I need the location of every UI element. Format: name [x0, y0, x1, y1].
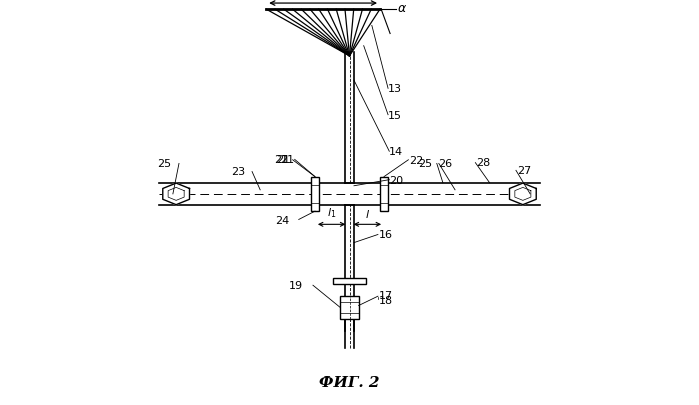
Bar — [380, 177, 389, 211]
Text: $\alpha$: $\alpha$ — [397, 2, 407, 15]
Text: ФИГ. 2: ФИГ. 2 — [319, 375, 380, 389]
Text: 15: 15 — [388, 111, 402, 120]
Text: 21: 21 — [277, 155, 291, 164]
Text: 20: 20 — [389, 175, 403, 185]
Text: $l$: $l$ — [365, 207, 370, 220]
Text: 21: 21 — [280, 155, 295, 165]
Text: 26: 26 — [438, 158, 452, 168]
Text: 28: 28 — [477, 158, 491, 167]
Text: 19: 19 — [289, 280, 303, 290]
Bar — [310, 177, 319, 211]
Polygon shape — [163, 183, 189, 205]
Bar — [340, 296, 359, 319]
Text: 21: 21 — [275, 155, 289, 164]
Text: 25: 25 — [419, 158, 433, 168]
Text: 13: 13 — [388, 84, 402, 94]
Text: D: D — [314, 0, 324, 2]
Text: 18: 18 — [379, 296, 394, 305]
Text: 27: 27 — [517, 165, 531, 175]
Text: $l_1$: $l_1$ — [327, 206, 336, 220]
Bar — [333, 278, 366, 285]
Polygon shape — [510, 183, 536, 205]
Text: 22: 22 — [410, 156, 424, 165]
Text: 23: 23 — [231, 166, 245, 176]
Text: 16: 16 — [379, 230, 393, 240]
Text: 17: 17 — [379, 290, 394, 300]
Text: 24: 24 — [275, 215, 289, 225]
Text: 14: 14 — [389, 147, 403, 157]
Text: 25: 25 — [157, 158, 172, 168]
